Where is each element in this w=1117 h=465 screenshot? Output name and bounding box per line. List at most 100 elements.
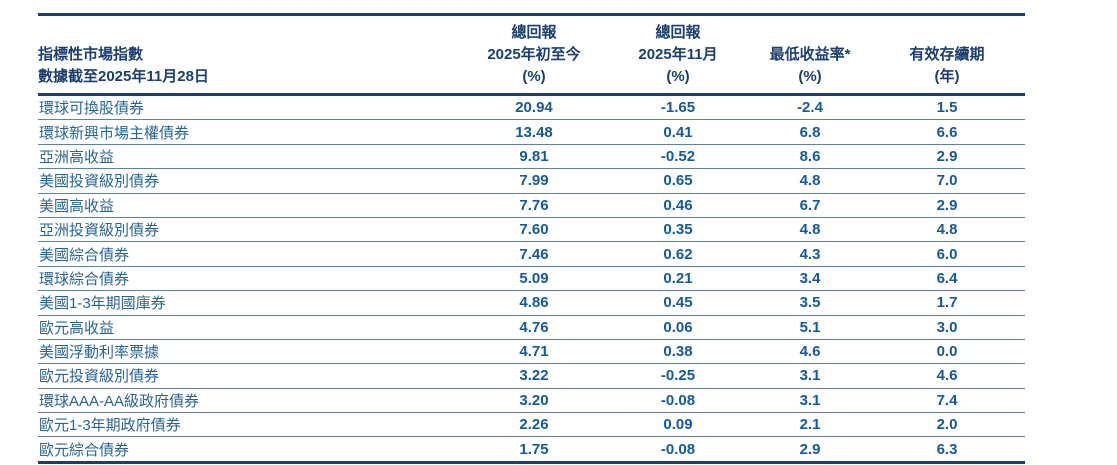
table-header: 指標性市場指數 數據截至2025年11月28日 總回報 2025年初至今 (%)… bbox=[38, 14, 1025, 96]
row-value: 6.0 bbox=[869, 241, 1025, 267]
row-index-label: 美國浮動利率票據 bbox=[38, 338, 463, 364]
row-index-label: 歐元綜合債券 bbox=[38, 436, 463, 463]
table-row: 亞洲投資級別債券 7.60 0.35 4.8 4.8 bbox=[38, 216, 1025, 242]
row-value: 0.06 bbox=[605, 314, 751, 340]
row-value: 0.35 bbox=[605, 216, 751, 242]
table-row: 美國1-3年期國庫券 4.86 0.45 3.5 1.7 bbox=[38, 290, 1025, 316]
table-row: 歐元投資級別債券 3.22 -0.25 3.1 4.6 bbox=[38, 363, 1025, 389]
header-line: 有效存續期 bbox=[909, 46, 985, 63]
header-line: 最低收益率* bbox=[769, 46, 851, 63]
table-row: 美國投資級別債券 7.99 0.65 4.8 7.0 bbox=[38, 168, 1025, 194]
row-value: 7.0 bbox=[869, 168, 1025, 194]
row-value: 0.41 bbox=[605, 119, 751, 145]
header-line: 總回報 bbox=[511, 24, 557, 41]
row-value: 5.1 bbox=[751, 314, 869, 340]
row-value: 13.48 bbox=[463, 119, 605, 145]
header-line: 2025年11月 bbox=[638, 46, 718, 63]
row-value: 2.0 bbox=[869, 412, 1025, 437]
row-value: 6.8 bbox=[751, 119, 869, 145]
row-value: 4.3 bbox=[751, 241, 869, 267]
row-value: 0.65 bbox=[605, 168, 751, 194]
row-index-label: 歐元1-3年期政府債券 bbox=[38, 412, 463, 437]
row-value: 3.5 bbox=[751, 290, 869, 316]
table-row: 環球可換股債券 20.94 -1.65 -2.4 1.5 bbox=[38, 95, 1025, 120]
row-value: -0.08 bbox=[605, 436, 751, 463]
header-unit: (%) bbox=[522, 68, 546, 85]
row-index-label: 環球新興市場主權債券 bbox=[38, 119, 463, 145]
header-unit: (%) bbox=[666, 68, 690, 85]
row-index-label: 歐元投資級別債券 bbox=[38, 363, 463, 389]
row-value: 0.21 bbox=[605, 265, 751, 291]
table-row: 歐元高收益 4.76 0.06 5.1 3.0 bbox=[38, 314, 1025, 340]
table-row: 歐元1-3年期政府債券 2.26 0.09 2.1 2.0 bbox=[38, 412, 1025, 437]
row-index-label: 環球綜合債券 bbox=[38, 265, 463, 291]
row-index-label: 環球可換股債券 bbox=[39, 100, 145, 118]
header-line bbox=[751, 22, 869, 44]
row-value: 2.9 bbox=[751, 436, 869, 463]
row-value: 4.86 bbox=[463, 290, 605, 316]
row-value: 4.8 bbox=[869, 216, 1025, 242]
row-value: 0.38 bbox=[605, 338, 751, 364]
table-row: 環球新興市場主權債券 13.48 0.41 6.8 6.6 bbox=[38, 119, 1025, 145]
row-value: 3.20 bbox=[463, 387, 605, 413]
table-row: 美國高收益 7.76 0.46 6.7 2.9 bbox=[38, 192, 1025, 218]
header-index-title: 指標性市場指數 bbox=[38, 46, 144, 63]
row-index-label: 美國1-3年期國庫券 bbox=[38, 290, 463, 316]
row-value: 4.6 bbox=[751, 338, 869, 364]
header-row: 指標性市場指數 數據截至2025年11月28日 總回報 2025年初至今 (%)… bbox=[38, 14, 1025, 96]
market-index-table: 指標性市場指數 數據截至2025年11月28日 總回報 2025年初至今 (%)… bbox=[38, 13, 1025, 464]
row-value: 7.60 bbox=[463, 216, 605, 242]
row-index-label: 環球AAA-AA級政府債券 bbox=[38, 387, 463, 413]
row-value: 6.4 bbox=[869, 265, 1025, 291]
table-row: 環球AAA-AA級政府債券 3.20 -0.08 3.1 7.4 bbox=[38, 387, 1025, 413]
header-cell-total-return-month: 總回報 2025年11月 (%) bbox=[605, 14, 751, 96]
header-unit: (%) bbox=[798, 68, 822, 85]
row-value: 0.0 bbox=[869, 338, 1025, 364]
row-value: 4.71 bbox=[463, 338, 605, 364]
row-value: 4.8 bbox=[751, 216, 869, 242]
row-value: 3.1 bbox=[751, 387, 869, 413]
header-as-of-date: 數據截至2025年11月28日 bbox=[38, 68, 209, 85]
header-line: 總回報 bbox=[655, 24, 701, 41]
header-cell-effective-duration: 有效存續期 (年) bbox=[869, 14, 1025, 96]
row-value: 6.3 bbox=[869, 436, 1025, 463]
row-value: -2.4 bbox=[797, 99, 823, 117]
row-value: 6.6 bbox=[869, 119, 1025, 145]
row-value: 0.45 bbox=[605, 290, 751, 316]
row-value: 3.0 bbox=[869, 314, 1025, 340]
table-row: 亞洲高收益 9.81 -0.52 8.6 2.9 bbox=[38, 143, 1025, 169]
row-value: 3.1 bbox=[751, 363, 869, 389]
row-value: 1.5 bbox=[936, 99, 958, 117]
row-index-label: 美國高收益 bbox=[38, 192, 463, 218]
row-value: -1.65 bbox=[660, 99, 696, 117]
header-spacer bbox=[38, 22, 463, 44]
row-value: 7.4 bbox=[869, 387, 1025, 413]
row-value: 7.76 bbox=[463, 192, 605, 218]
row-value: 7.46 bbox=[463, 241, 605, 267]
header-line: 2025年初至今 bbox=[487, 46, 581, 63]
header-cell-index-name: 指標性市場指數 數據截至2025年11月28日 bbox=[38, 14, 463, 96]
row-value: 0.62 bbox=[605, 241, 751, 267]
row-value: 4.76 bbox=[463, 314, 605, 340]
row-value: 2.1 bbox=[751, 412, 869, 437]
row-index-label: 亞洲投資級別債券 bbox=[38, 216, 463, 242]
row-value: 5.09 bbox=[463, 265, 605, 291]
header-cell-yield-to-worst: 最低收益率* (%) bbox=[751, 14, 869, 96]
row-value: 0.46 bbox=[605, 192, 751, 218]
table-row: 歐元綜合債券 1.75 -0.08 2.9 6.3 bbox=[38, 436, 1025, 463]
row-value: -0.08 bbox=[605, 387, 751, 413]
row-index-label: 歐元高收益 bbox=[38, 314, 463, 340]
row-value: 7.99 bbox=[463, 168, 605, 194]
header-unit: (年) bbox=[934, 68, 960, 85]
table-row: 美國浮動利率票據 4.71 0.38 4.6 0.0 bbox=[38, 338, 1025, 364]
row-value: 20.94 bbox=[515, 99, 553, 117]
market-index-table-container: 指標性市場指數 數據截至2025年11月28日 總回報 2025年初至今 (%)… bbox=[38, 13, 1025, 464]
row-value: 1.75 bbox=[463, 436, 605, 463]
row-value: -0.25 bbox=[605, 363, 751, 389]
row-value: 3.4 bbox=[751, 265, 869, 291]
row-value: -0.52 bbox=[605, 143, 751, 169]
row-index-label: 亞洲高收益 bbox=[38, 143, 463, 169]
table-body: 環球可換股債券 20.94 -1.65 -2.4 1.5 環球新興市場主權債券 13.48 0… bbox=[38, 95, 1025, 463]
row-index-label: 美國綜合債券 bbox=[38, 241, 463, 267]
row-value: 8.6 bbox=[751, 143, 869, 169]
